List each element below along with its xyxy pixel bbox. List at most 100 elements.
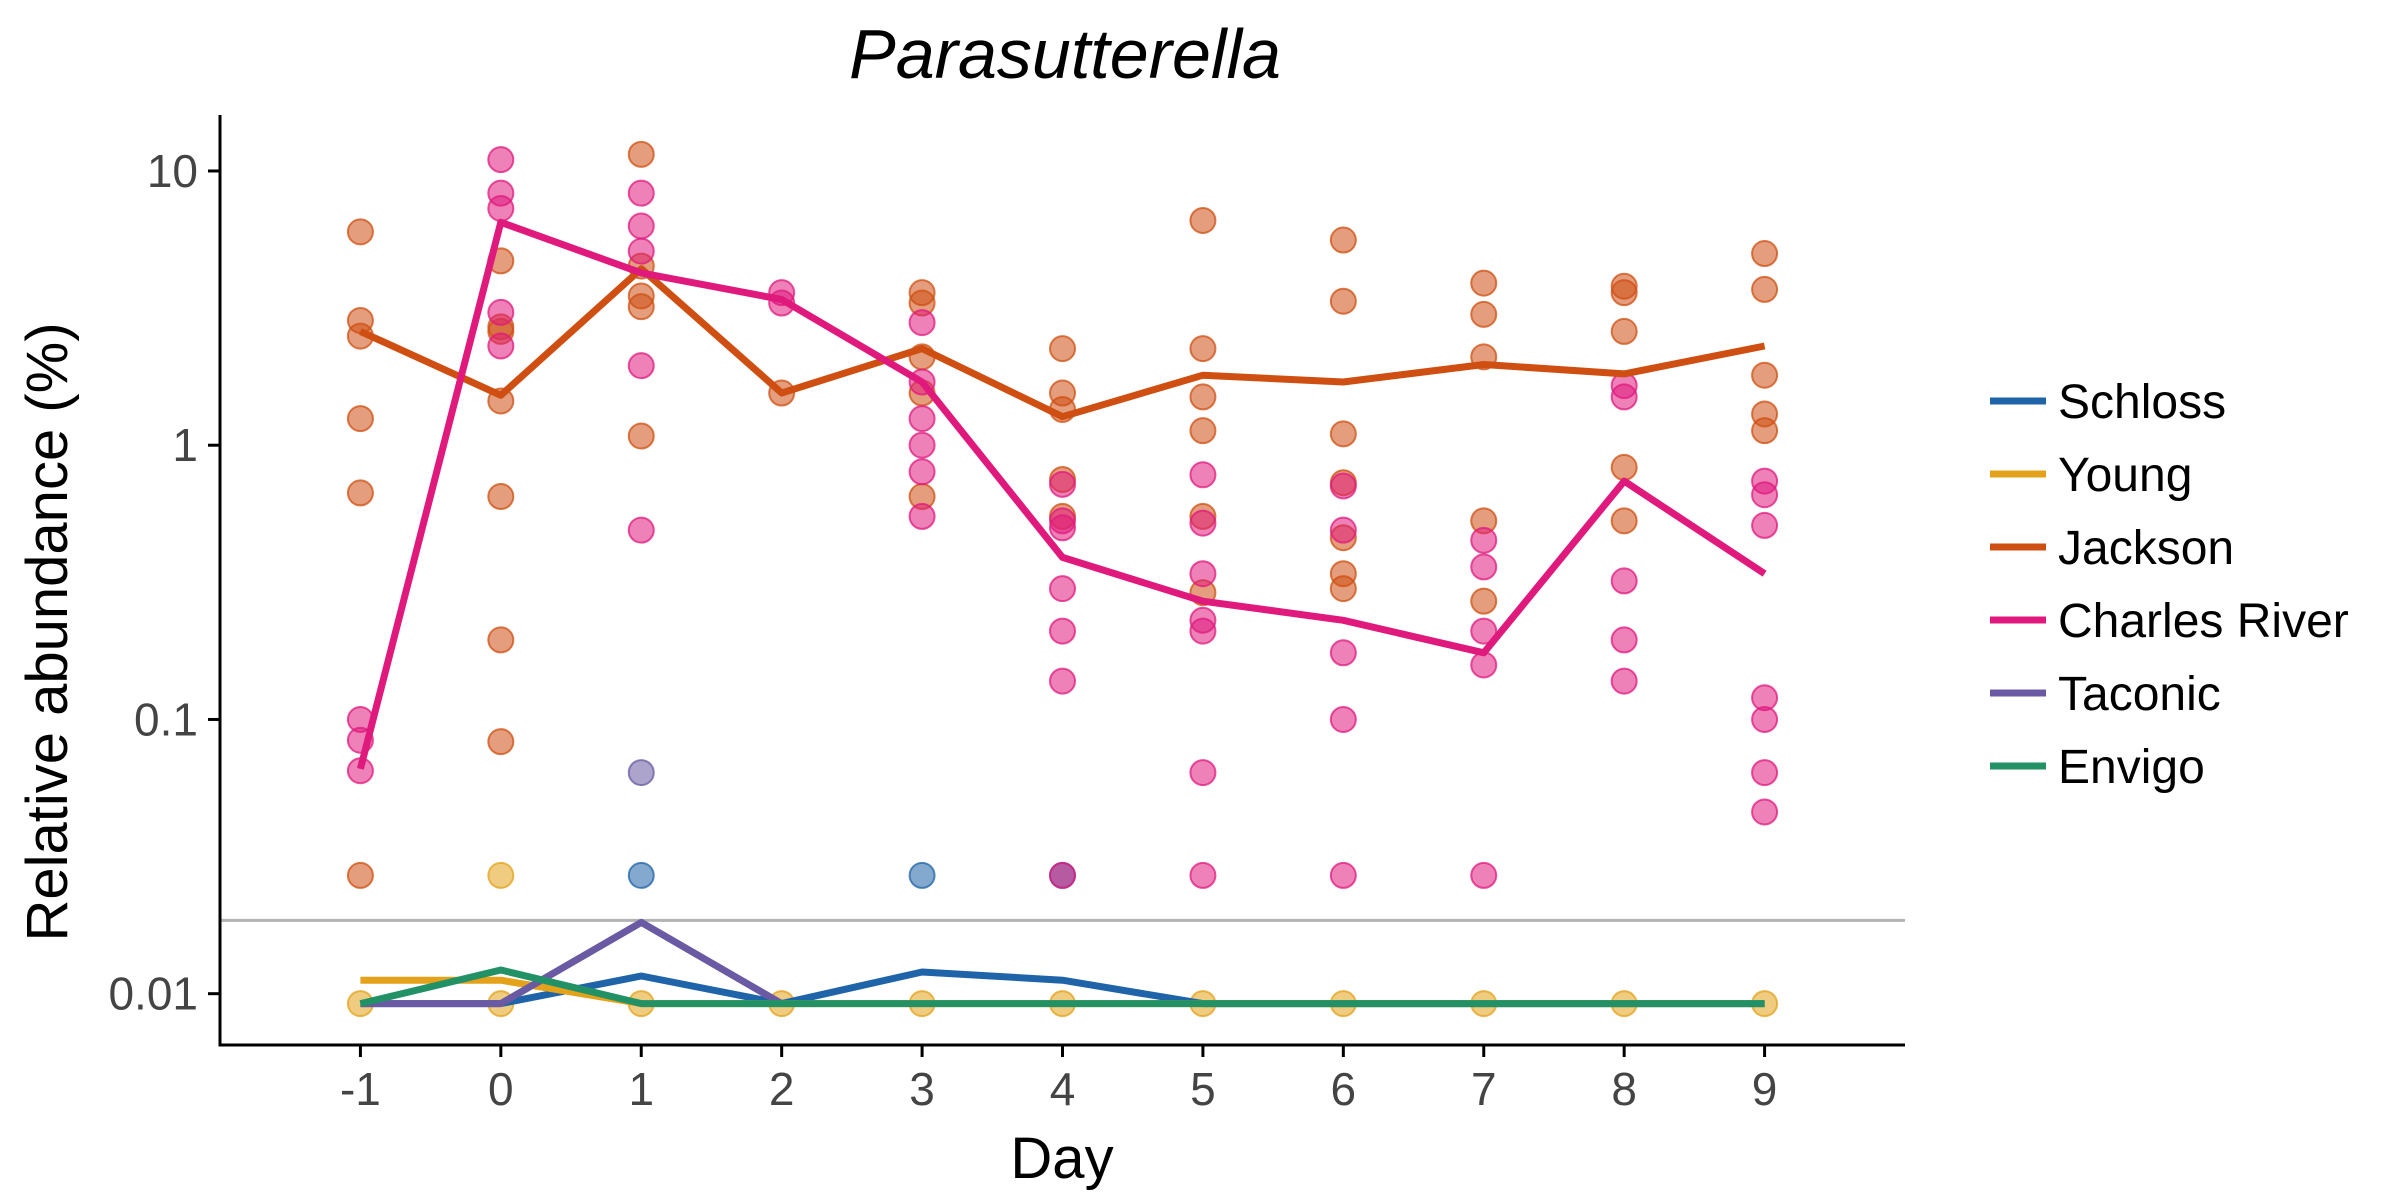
data-point	[627, 352, 655, 380]
series-line-jackson	[358, 265, 1766, 421]
data-point	[1610, 453, 1638, 481]
series-line-charles-river	[357, 218, 1767, 770]
data-point	[908, 405, 936, 433]
data-point	[346, 861, 374, 889]
data-point	[1751, 481, 1779, 509]
series-line-taconic	[360, 918, 784, 1008]
y-axis-title: Relative abundance (%)	[15, 322, 80, 941]
data-point	[1751, 240, 1779, 268]
data-point	[346, 479, 374, 507]
y-ticks: 0.01 0.1 1 10	[108, 145, 220, 1020]
x-tick-label: 7	[1471, 1063, 1497, 1115]
data-point	[1751, 275, 1779, 303]
data-point	[908, 502, 936, 530]
data-point	[1751, 705, 1779, 733]
legend-item: Jackson	[1990, 522, 2234, 575]
data-point	[1189, 461, 1217, 489]
data-point	[346, 405, 374, 433]
data-point	[1329, 861, 1357, 889]
data-point	[487, 483, 515, 511]
data-point	[1049, 861, 1076, 889]
data-point	[627, 140, 655, 168]
x-tick-label: 6	[1331, 1063, 1357, 1115]
data-point	[346, 218, 374, 246]
x-axis-title: Day	[1010, 1126, 1113, 1191]
data-point	[908, 431, 936, 459]
data-point	[1610, 507, 1638, 535]
data-point	[487, 194, 515, 222]
data-point	[627, 759, 655, 787]
data-point	[1189, 206, 1217, 234]
data-point	[1049, 617, 1076, 645]
data-point	[1470, 861, 1498, 889]
data-point	[1049, 470, 1076, 498]
x-tick-label: 2	[769, 1063, 795, 1115]
series-line-envigo	[359, 966, 1765, 1008]
data-point	[1189, 560, 1217, 588]
legend-item: Taconic	[1990, 668, 2221, 721]
data-point	[908, 309, 936, 337]
data-point	[1189, 509, 1217, 537]
data-point	[627, 861, 655, 889]
data-point	[1049, 667, 1076, 695]
x-tick-label: 8	[1611, 1063, 1637, 1115]
data-point	[1751, 511, 1779, 539]
data-point	[487, 146, 515, 174]
data-point	[627, 237, 655, 265]
legend-item: Schloss	[1990, 376, 2226, 429]
data-point	[1470, 587, 1498, 615]
data-point	[1189, 335, 1217, 363]
data-point	[627, 293, 655, 321]
axes: 0.01 0.1 1 10 -1 0 1 2 3 4 5 6 7 8 9	[108, 115, 1905, 1115]
y-tick-label: 0.01	[108, 968, 198, 1020]
data-point	[1470, 617, 1498, 645]
data-point	[1189, 617, 1217, 645]
chart-title: Parasutterella	[849, 15, 1281, 93]
x-tick-label: 3	[909, 1063, 935, 1115]
x-tick-label: 0	[488, 1063, 514, 1115]
data-point	[1329, 287, 1357, 315]
legend-label: Envigo	[2058, 741, 2205, 794]
x-tick-label: 5	[1190, 1063, 1216, 1115]
data-point	[1049, 335, 1076, 363]
x-tick-label: -1	[340, 1063, 381, 1115]
data-point	[1610, 667, 1638, 695]
legend-label: Charles River	[2058, 595, 2349, 648]
data-point	[627, 212, 655, 240]
data-point	[1610, 567, 1638, 595]
data-point	[1610, 383, 1638, 411]
data-point	[1751, 759, 1779, 787]
data-point	[1329, 226, 1357, 254]
x-tick-label: 9	[1752, 1063, 1778, 1115]
data-point	[487, 728, 515, 756]
data-point	[1189, 759, 1217, 787]
data-point	[1329, 472, 1357, 500]
data-point	[1189, 383, 1217, 411]
data-point	[1329, 575, 1357, 603]
data-point	[487, 861, 515, 889]
data-point	[487, 626, 515, 654]
data-point	[1189, 861, 1217, 889]
data-point	[908, 458, 936, 486]
legend-label: Taconic	[2058, 668, 2221, 721]
data-point	[487, 298, 515, 326]
points-charles-river	[346, 146, 1779, 889]
data-point	[1470, 300, 1498, 328]
points-layer	[346, 140, 1779, 1018]
legend-item: Charles River	[1990, 595, 2349, 648]
data-point	[908, 861, 936, 889]
points-taconic	[627, 759, 655, 787]
lines-layer	[357, 218, 1767, 1008]
data-point	[1329, 639, 1357, 667]
data-point	[1189, 417, 1217, 445]
y-tick-label: 0.1	[134, 693, 198, 745]
plot-area	[220, 140, 1905, 1018]
legend-label: Young	[2058, 449, 2192, 502]
data-point	[1470, 553, 1498, 581]
data-point	[1329, 516, 1357, 544]
legend-label: Schloss	[2058, 376, 2226, 429]
legend-item: Envigo	[1990, 741, 2205, 794]
data-point	[1049, 514, 1076, 542]
data-point	[1610, 279, 1638, 307]
